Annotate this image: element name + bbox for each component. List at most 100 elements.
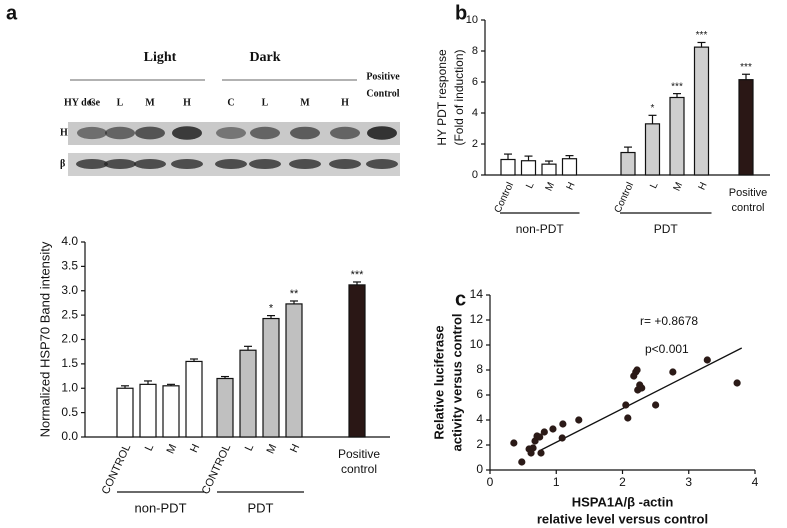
x-axis-label: relative level versus control [537, 511, 708, 526]
x-tick-label: Control [493, 181, 517, 215]
x-tick-label: H [697, 181, 710, 192]
bar [116, 387, 134, 438]
bar [620, 151, 636, 176]
y-tick-label: 1.5 [61, 356, 78, 370]
significance: *** [740, 62, 752, 73]
bar [285, 303, 303, 438]
y-tick-label: 10 [470, 337, 484, 351]
y-tick-label: 10 [466, 14, 478, 26]
x-tick-label: Control [613, 181, 637, 215]
point [510, 439, 518, 447]
y-tick-label: 14 [470, 287, 484, 301]
blot-band [104, 159, 136, 169]
lane-label: L [262, 97, 269, 108]
significance: *** [696, 30, 708, 41]
x-axis-label: HSPA1A/β -actin [572, 494, 674, 509]
x-tick-label: L [648, 180, 661, 190]
x-tick-label: M [165, 442, 180, 455]
lane-label: H [183, 97, 191, 108]
blot-band [105, 126, 135, 140]
x-tick-label: Positive [338, 447, 380, 461]
bar [541, 163, 557, 176]
y-tick-label: 2 [472, 138, 478, 150]
y-tick-label: 0 [472, 169, 478, 181]
lane-label: C [88, 97, 95, 108]
point [549, 425, 557, 433]
lane-label: M [300, 97, 310, 108]
y-tick-label: 4 [472, 107, 478, 119]
x-tick-label: control [341, 462, 377, 476]
x-tick-label: 0 [487, 475, 494, 489]
x-tick-label: H [288, 442, 302, 454]
blot-band [290, 126, 320, 140]
point [638, 384, 646, 392]
blot-band [366, 159, 398, 169]
lane-label: H [341, 97, 349, 108]
y-tick-label: 8 [472, 45, 478, 57]
y-tick-label: 6 [472, 76, 478, 88]
x-tick-label: H [188, 442, 202, 454]
blot-band [249, 159, 281, 169]
bar [669, 96, 685, 176]
significance: * [651, 103, 655, 114]
y-tick-label: 1.0 [61, 380, 78, 394]
group-label: non-PDT [134, 500, 186, 515]
point [559, 420, 567, 428]
condition-label: Light [144, 50, 177, 65]
y-tick-label: 0.5 [61, 405, 78, 419]
blot-band [250, 126, 280, 140]
point [624, 414, 632, 422]
x-tick-label: 4 [752, 475, 759, 489]
positive-label: Control [366, 88, 399, 99]
significance: *** [671, 81, 683, 92]
condition-label: Dark [249, 50, 280, 65]
blot-band [329, 159, 361, 169]
panel-label: b [455, 2, 467, 24]
y-axis-label: HY PDT response [435, 49, 449, 146]
lane-label: M [145, 97, 155, 108]
significance: * [269, 303, 274, 315]
x-tick-label: Positive [729, 187, 768, 199]
significance: *** [351, 269, 365, 281]
blot-band [215, 159, 247, 169]
point [703, 356, 711, 364]
x-tick-label: M [265, 442, 280, 455]
y-tick-label: 0 [476, 462, 483, 476]
x-tick-label: H [565, 181, 578, 192]
x-tick-label: M [544, 181, 557, 193]
point [536, 433, 544, 441]
bar [239, 349, 257, 438]
blot-band [76, 159, 108, 169]
y-tick-label: 2.5 [61, 307, 78, 321]
point [558, 434, 566, 442]
point [529, 444, 537, 452]
x-tick-label: L [143, 442, 156, 453]
x-tick-label: 2 [619, 475, 626, 489]
blot-band [172, 126, 202, 140]
bar [644, 123, 661, 176]
blot-band [134, 159, 166, 169]
point [540, 428, 548, 436]
annotation: p<0.001 [645, 342, 689, 356]
y-tick-label: 0.0 [61, 429, 78, 443]
point [633, 366, 641, 374]
blot-band [330, 126, 360, 140]
bar [262, 317, 280, 438]
group-label: non-PDT [516, 222, 565, 236]
y-axis-label: activity versus control [449, 314, 464, 452]
bar [348, 284, 366, 438]
point [652, 401, 660, 409]
blot-band [135, 126, 165, 140]
fit-line [540, 347, 743, 451]
y-tick-label: 3.5 [61, 259, 78, 273]
y-tick-label: 12 [470, 312, 484, 326]
significance: ** [290, 288, 299, 300]
x-tick-label: CONTROL [100, 442, 134, 496]
bar [216, 377, 234, 438]
point [518, 458, 526, 466]
y-tick-label: 3.0 [61, 283, 78, 297]
y-tick-label: 2.0 [61, 332, 78, 346]
y-axis-label: Relative luciferase [431, 325, 446, 439]
y-axis-label: Normalized HSP70 Band intensity [37, 241, 52, 437]
